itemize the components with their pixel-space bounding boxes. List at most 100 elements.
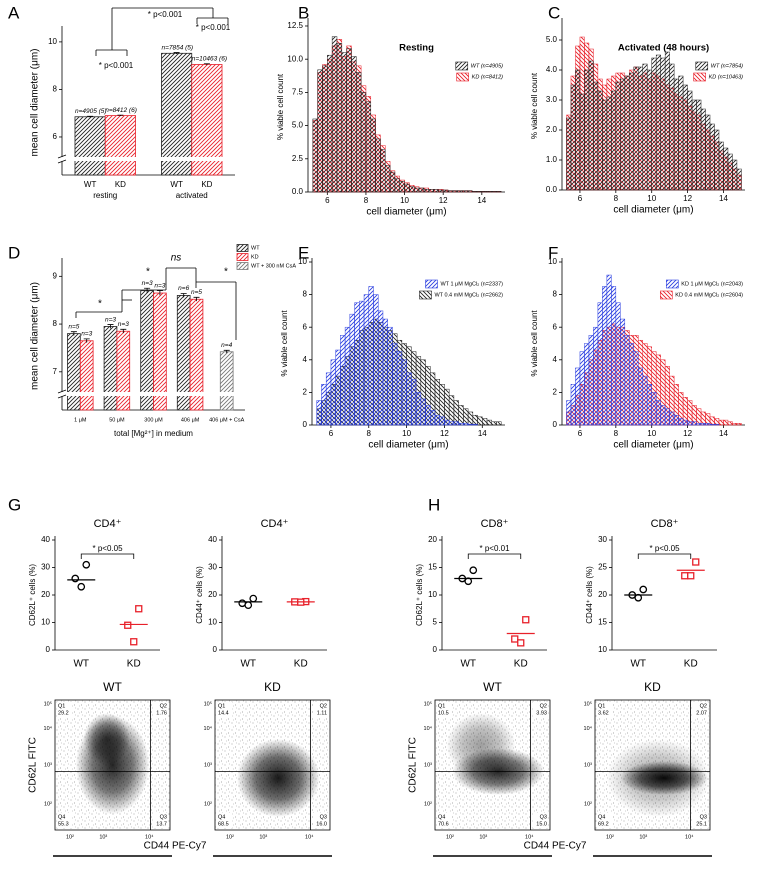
bar [79, 340, 94, 411]
x-tick-label: 6 [325, 196, 330, 205]
histogram-bar [624, 75, 630, 191]
histogram-bar [463, 408, 469, 426]
y-tick-label: 10 [548, 257, 557, 266]
histogram-bar [638, 66, 643, 191]
data-point [82, 560, 91, 569]
x-tick-label: 10³ [99, 834, 107, 840]
chart-title: CD8⁺ [481, 518, 509, 530]
histogram-bar [472, 423, 478, 426]
histogram-bar [316, 400, 322, 426]
x-tick-label: 10² [446, 834, 454, 840]
histogram-bar [593, 81, 599, 191]
y-tick-label: 10⁵ [44, 700, 52, 707]
histogram-bar [317, 69, 323, 193]
y-tick-label: 8 [53, 319, 58, 328]
y-tick-label: 2.0 [546, 125, 558, 134]
density-cloud [606, 739, 710, 817]
quadrant-label-bg [693, 702, 708, 717]
y-tick-label: 8 [53, 85, 58, 94]
axis-break [57, 159, 67, 164]
histogram-bar [418, 187, 425, 193]
y-tick-label: 20 [208, 590, 217, 599]
histogram-bar [620, 318, 626, 426]
y-tick-label: 10³ [204, 762, 212, 768]
x-tick-label: 10⁴ [305, 833, 314, 840]
histogram-bar [570, 84, 576, 191]
quadrant-label-bg [693, 813, 708, 828]
histogram-bar [588, 335, 594, 426]
x-tick-label: 14 [719, 429, 728, 438]
y-tick-label: 0 [553, 420, 558, 429]
y-tick-label: 5.0 [292, 121, 304, 130]
histogram-bar [330, 359, 336, 426]
quadrant-name: Q1 [438, 703, 445, 709]
annotation: * [98, 299, 102, 310]
plot-frame [54, 699, 171, 831]
legend-swatch [693, 72, 706, 82]
quadrant-name: Q4 [438, 814, 445, 820]
bar-label: KD [201, 180, 212, 189]
y-tick-label: 25 [598, 563, 607, 572]
axis-break [57, 392, 245, 396]
quadrant-label-bg [597, 813, 612, 828]
data-point [244, 601, 253, 610]
y-axis-label: CD62L FITC [408, 737, 419, 793]
density-cloud [83, 713, 130, 765]
plot-frame [594, 699, 711, 831]
histogram-bar [691, 99, 697, 191]
histogram-bar [457, 190, 463, 193]
x-axis-label: CD44 PE-Cy7 [524, 841, 587, 852]
quadrant-value: 3.62 [598, 710, 609, 716]
quadrant-label-bg [533, 702, 548, 717]
x-tick-label: 10⁴ [525, 833, 534, 840]
x-tick-label: 12 [439, 196, 448, 205]
histogram-bar [579, 93, 585, 191]
histogram-bar [482, 418, 488, 426]
histogram-bar [458, 405, 464, 426]
histogram-bar [438, 189, 444, 193]
legend-label: WT (n=7854) [711, 63, 743, 69]
histogram-bar [638, 367, 643, 426]
histogram-bar [570, 384, 576, 426]
data-point [77, 582, 86, 591]
histogram-bar [691, 421, 697, 426]
n-label: n=4905 (5) [75, 108, 107, 115]
y-tick-label: 10⁴ [584, 725, 593, 732]
annotation: * p<0.001 [148, 10, 183, 19]
y-tick-label: 6 [53, 132, 58, 141]
histogram-bar [602, 99, 608, 191]
histogram-bar [584, 69, 590, 191]
quadrant-value: 15.0 [536, 821, 547, 827]
histogram-bar [385, 165, 391, 193]
histogram-bar [434, 414, 440, 426]
histogram-bar [700, 411, 706, 426]
y-tick-label: 8 [553, 290, 558, 299]
histogram-bar [566, 400, 572, 426]
axis-break [57, 389, 67, 394]
x-tick-label: 12 [683, 429, 692, 438]
histogram-bar [700, 423, 706, 426]
panel-letter: F [548, 243, 558, 262]
error-bar [117, 114, 124, 117]
x-axis-label: cell diameter (μm) [368, 440, 448, 451]
y-tick-label: 15 [598, 618, 607, 627]
legend-swatch [236, 244, 249, 252]
histogram-bar [566, 117, 572, 191]
y-tick-label: 10 [208, 618, 217, 627]
data-point [522, 616, 530, 624]
histogram-bar [732, 423, 738, 426]
legend-label: KD [251, 254, 259, 260]
y-tick-label: 30 [208, 563, 217, 572]
category-label: 300 μM [144, 417, 163, 423]
quadrant-name: Q3 [700, 814, 707, 820]
histogram-bar [696, 99, 702, 191]
histogram-bar [336, 43, 343, 193]
histogram-bar [633, 351, 639, 426]
histogram-bar [588, 60, 594, 191]
quadrant-value: 2.07 [696, 710, 707, 716]
histogram-bar [718, 141, 724, 191]
histogram-bar [705, 423, 711, 426]
histogram-bar [411, 379, 417, 426]
n-label: n=3 [142, 280, 153, 287]
